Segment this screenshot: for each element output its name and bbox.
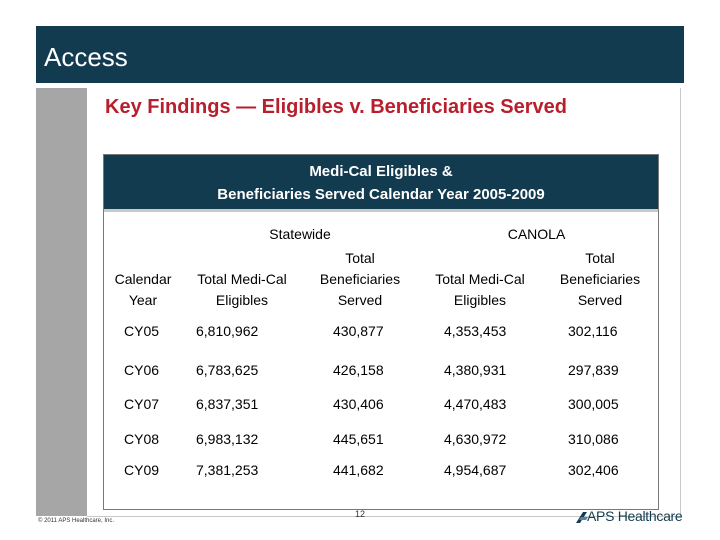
company-logo: APS Healthcare	[576, 508, 683, 524]
group-header-statewide: Statewide	[269, 226, 331, 242]
column-header-statewide-eligibles: Total Medi-Cal Eligibles	[197, 271, 287, 308]
section-heading: Key Findings — Eligibles v. Beneficiarie…	[105, 96, 568, 118]
table-cell: 4,353,453	[444, 323, 507, 339]
table-cell: 310,086	[568, 431, 619, 447]
slide-title: Access	[44, 42, 128, 72]
left-accent-bar	[36, 88, 87, 516]
table-title-line-1: Medi-Cal Eligibles &	[309, 163, 453, 180]
table-title: Medi-Cal Eligibles & Beneficiaries Serve…	[104, 155, 658, 212]
table-cell: 430,406	[333, 396, 384, 412]
page-number: 12	[355, 509, 366, 519]
right-border	[680, 88, 681, 516]
table-cell: 300,005	[568, 396, 619, 412]
data-table: Medi-Cal Eligibles & Beneficiaries Serve…	[103, 154, 659, 510]
table-title-line-2: Beneficiaries Served Calendar Year 2005-…	[217, 186, 545, 203]
table-cell: 4,470,483	[444, 396, 507, 412]
table-cell: 4,954,687	[444, 462, 507, 478]
table-cell: CY09	[124, 462, 160, 478]
table-cell: CY06	[124, 362, 160, 378]
table-cell: 4,380,931	[444, 362, 507, 378]
table-cell: 430,877	[333, 323, 384, 339]
aps-arrow-icon	[576, 512, 588, 523]
slide-header: Access	[36, 26, 684, 83]
table-cell: CY07	[124, 396, 160, 412]
table-cell: 6,810,962	[196, 323, 259, 339]
group-header-canola: CANOLA	[507, 226, 566, 242]
table-cell: 445,651	[333, 431, 384, 447]
column-header-statewide-served: Total Beneficiaries Served	[319, 250, 401, 308]
column-header-calendar-year: Calendar Year	[114, 271, 172, 308]
table-cell: 297,839	[568, 362, 619, 378]
column-header-canola-served: Total Beneficiaries Served	[559, 250, 641, 308]
table-cell: 6,837,351	[196, 396, 259, 412]
table-cell: CY08	[124, 431, 160, 447]
copyright-text: © 2011 APS Healthcare, Inc.	[38, 518, 115, 524]
logo-text: APS Healthcare	[587, 508, 683, 524]
table-cell: 6,783,625	[196, 362, 259, 378]
column-header-canola-eligibles: Total Medi-Cal Eligibles	[435, 271, 525, 308]
table-cell: 302,406	[568, 462, 619, 478]
table-cell: 4,630,972	[444, 431, 507, 447]
table-cell: 7,381,253	[196, 462, 259, 478]
table-cell: 441,682	[333, 462, 384, 478]
table-cell: 426,158	[333, 362, 384, 378]
table-cell: 6,983,132	[196, 431, 259, 447]
table-cell: 302,116	[568, 323, 618, 339]
bottom-border	[87, 516, 681, 517]
table-cell: CY05	[124, 323, 160, 339]
